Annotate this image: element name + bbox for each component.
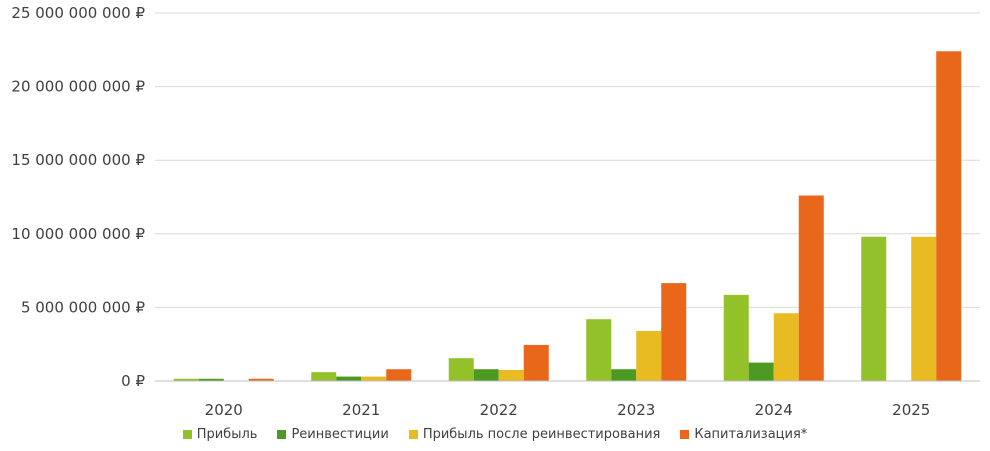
bar-2020-series-1 xyxy=(198,378,224,381)
x-tick-label: 2021 xyxy=(342,401,380,419)
y-tick-label: 25 000 000 000 ₽ xyxy=(11,4,145,22)
bar-2021-series-3 xyxy=(386,369,412,381)
legend-label: Реинвестиции xyxy=(291,427,389,442)
bar-2023-series-2 xyxy=(636,330,662,381)
gridlines xyxy=(155,12,980,308)
chart-legend: Прибыль Реинвестиции Прибыль после реинвес… xyxy=(0,427,990,442)
bar-2022-series-2 xyxy=(498,369,524,381)
legend-swatch xyxy=(680,430,690,439)
bar-2024-series-2 xyxy=(773,313,799,381)
bar-2023-series-3 xyxy=(661,283,687,381)
bar-2022-series-1 xyxy=(473,369,499,381)
y-tick-label: 0 ₽ xyxy=(121,372,145,390)
legend-label: Прибыль после реинвестирования xyxy=(422,427,661,442)
legend-label: Капитализация* xyxy=(694,427,808,442)
bar-2023-series-1 xyxy=(611,369,637,381)
legend-swatch xyxy=(408,430,418,439)
bar-2024-series-1 xyxy=(748,362,774,381)
bar-2020-series-0 xyxy=(173,378,199,381)
bar-2021-series-2 xyxy=(361,376,387,381)
y-tick-label: 10 000 000 000 ₽ xyxy=(11,225,145,243)
bar-2023-series-0 xyxy=(586,319,612,381)
bar-2022-series-0 xyxy=(448,358,474,381)
x-tick-label: 2025 xyxy=(892,401,930,419)
x-tick-label: 2020 xyxy=(205,401,243,419)
bar-2021-series-1 xyxy=(336,376,362,381)
bar-chart: 0 ₽ 5 000 000 000 ₽ 10 000 000 000 ₽ 15 000… xyxy=(11,4,980,419)
bar-2025-series-2 xyxy=(911,236,937,381)
legend-label: Прибыль xyxy=(196,427,258,442)
bar-2025-series-0 xyxy=(861,236,887,381)
legend-item: Прибыль после реинвестирования xyxy=(408,427,661,442)
y-tick-label: 15 000 000 000 ₽ xyxy=(11,151,145,169)
y-tick-label: 20 000 000 000 ₽ xyxy=(11,78,145,96)
legend-item: Реинвестиции xyxy=(277,427,389,442)
bar-2024-series-3 xyxy=(798,195,824,381)
bar-2020-series-3 xyxy=(248,378,274,381)
x-tick-label: 2022 xyxy=(480,401,518,419)
legend-item: Капитализация* xyxy=(680,427,807,442)
bar-2024-series-0 xyxy=(723,294,749,381)
bar-2022-series-3 xyxy=(523,344,549,381)
bar-2021-series-0 xyxy=(311,372,337,381)
bars xyxy=(173,51,962,381)
y-tick-label: 5 000 000 000 ₽ xyxy=(21,298,146,316)
x-tick-label: 2023 xyxy=(617,401,655,419)
y-axis-tick-labels: 0 ₽ 5 000 000 000 ₽ 10 000 000 000 ₽ 15 000… xyxy=(11,4,145,390)
x-tick-label: 2024 xyxy=(755,401,793,419)
legend-item: Прибыль xyxy=(182,427,258,442)
x-axis-tick-labels: 2020 2021 2022 2023 2024 2025 xyxy=(205,401,931,419)
legend-swatch xyxy=(277,430,287,439)
legend-swatch xyxy=(182,430,192,439)
bar-2025-series-3 xyxy=(936,51,962,381)
